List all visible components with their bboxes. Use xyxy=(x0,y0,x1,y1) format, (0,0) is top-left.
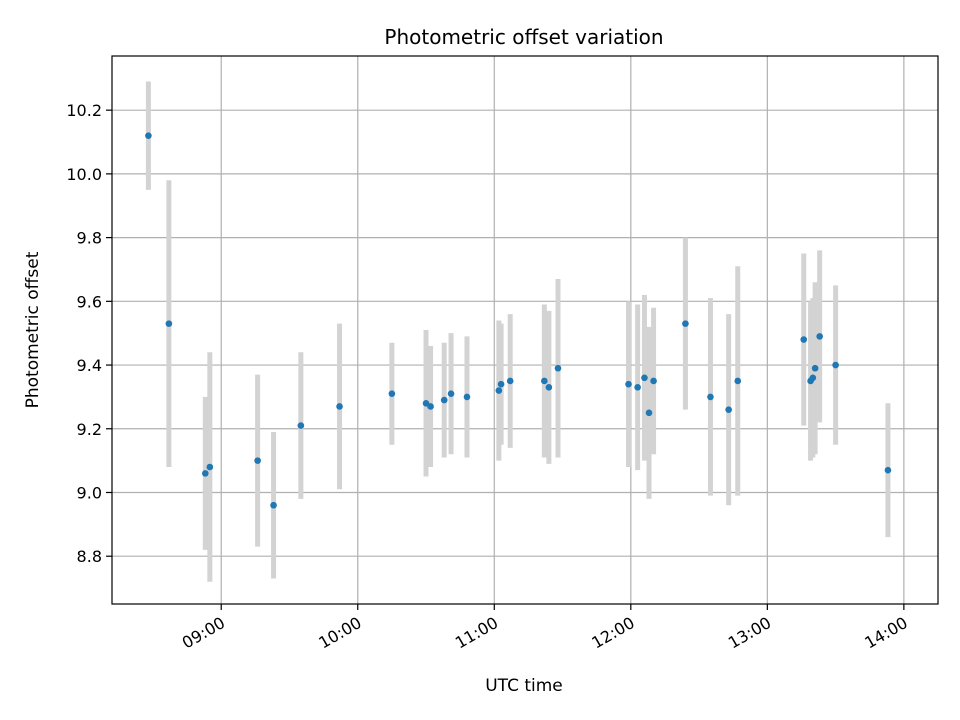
data-point xyxy=(495,387,503,394)
data-point xyxy=(165,320,173,327)
data-point xyxy=(447,390,455,398)
data-point xyxy=(206,463,214,471)
data-point xyxy=(884,466,892,474)
y-tick-label: 9.4 xyxy=(77,356,102,375)
y-tick-label: 9.6 xyxy=(77,292,102,311)
data-point xyxy=(816,333,823,340)
data-points xyxy=(145,132,892,509)
y-tick-label: 10.2 xyxy=(66,101,102,120)
data-point xyxy=(440,396,448,404)
y-axis: 8.8 9.0 9.2 9.4 9.6 9.8 10.0 10.2 xyxy=(66,101,112,566)
data-point xyxy=(634,384,641,391)
data-point xyxy=(554,364,562,372)
y-tick-label: 10.0 xyxy=(66,165,102,184)
x-tick-label: 14:00 xyxy=(861,613,910,653)
x-tick-label: 10:00 xyxy=(315,613,364,653)
chart-title: Photometric offset variation xyxy=(384,25,663,49)
data-point xyxy=(811,364,819,372)
data-point xyxy=(809,374,817,382)
data-point xyxy=(650,377,657,385)
y-tick-label: 9.2 xyxy=(77,420,102,439)
data-point xyxy=(734,377,742,385)
y-tick-label: 9.8 xyxy=(77,229,102,248)
data-point xyxy=(463,393,471,401)
data-point xyxy=(336,403,343,410)
data-point xyxy=(145,132,152,139)
data-point xyxy=(641,374,648,382)
y-tick-label: 8.8 xyxy=(77,547,102,566)
x-tick-label: 11:00 xyxy=(452,613,501,653)
y-tick-label: 9.0 xyxy=(77,483,102,502)
data-point xyxy=(707,393,714,401)
x-axis-label: UTC time xyxy=(485,676,563,696)
grid-lines xyxy=(112,56,938,604)
y-axis-label: Photometric offset xyxy=(23,251,43,408)
data-point xyxy=(388,390,396,398)
data-point xyxy=(497,380,505,388)
x-axis: 09:00 10:00 11:00 12:00 13:00 14:00 xyxy=(179,604,911,653)
data-point xyxy=(297,422,305,429)
plot-area xyxy=(111,55,939,605)
x-tick-label: 09:00 xyxy=(179,613,228,653)
data-point xyxy=(270,501,277,509)
data-point xyxy=(545,384,553,391)
data-point xyxy=(725,406,732,413)
x-tick-label: 13:00 xyxy=(725,613,774,653)
data-point xyxy=(254,457,261,464)
data-point xyxy=(541,377,548,385)
data-point xyxy=(506,377,514,385)
data-point xyxy=(427,403,434,410)
data-point xyxy=(682,320,689,327)
error-bars xyxy=(145,81,891,582)
data-point xyxy=(645,409,653,417)
data-point xyxy=(625,380,632,388)
data-point xyxy=(800,336,808,343)
data-point xyxy=(201,470,209,477)
x-tick-label: 12:00 xyxy=(588,613,637,653)
data-point xyxy=(832,361,839,369)
